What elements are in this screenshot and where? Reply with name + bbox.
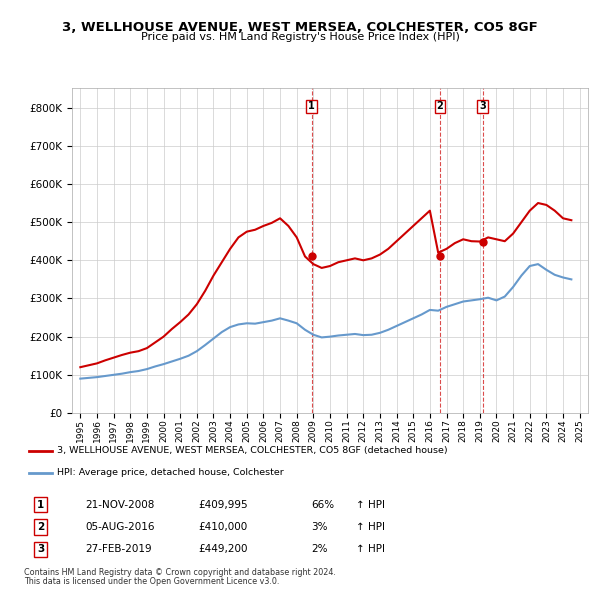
Text: 1: 1 (37, 500, 44, 510)
Text: Contains HM Land Registry data © Crown copyright and database right 2024.: Contains HM Land Registry data © Crown c… (24, 568, 336, 576)
Text: £449,200: £449,200 (199, 545, 248, 555)
Text: £409,995: £409,995 (199, 500, 248, 510)
Text: ↑ HPI: ↑ HPI (356, 522, 385, 532)
Text: 1: 1 (308, 101, 315, 112)
Text: 05-AUG-2016: 05-AUG-2016 (86, 522, 155, 532)
Text: 3, WELLHOUSE AVENUE, WEST MERSEA, COLCHESTER, CO5 8GF (detached house): 3, WELLHOUSE AVENUE, WEST MERSEA, COLCHE… (58, 446, 448, 455)
Text: 2: 2 (436, 101, 443, 112)
Text: Price paid vs. HM Land Registry's House Price Index (HPI): Price paid vs. HM Land Registry's House … (140, 32, 460, 42)
Text: ↑ HPI: ↑ HPI (356, 500, 385, 510)
Text: 3: 3 (37, 545, 44, 555)
Text: 21-NOV-2008: 21-NOV-2008 (86, 500, 155, 510)
Text: 2%: 2% (311, 545, 328, 555)
Text: This data is licensed under the Open Government Licence v3.0.: This data is licensed under the Open Gov… (24, 577, 280, 586)
Text: 3, WELLHOUSE AVENUE, WEST MERSEA, COLCHESTER, CO5 8GF: 3, WELLHOUSE AVENUE, WEST MERSEA, COLCHE… (62, 21, 538, 34)
Text: 2: 2 (37, 522, 44, 532)
Text: 3: 3 (479, 101, 486, 112)
Text: 66%: 66% (311, 500, 334, 510)
Text: 27-FEB-2019: 27-FEB-2019 (86, 545, 152, 555)
Text: £410,000: £410,000 (199, 522, 248, 532)
Text: HPI: Average price, detached house, Colchester: HPI: Average price, detached house, Colc… (58, 468, 284, 477)
Text: ↑ HPI: ↑ HPI (356, 545, 385, 555)
Text: 3%: 3% (311, 522, 328, 532)
